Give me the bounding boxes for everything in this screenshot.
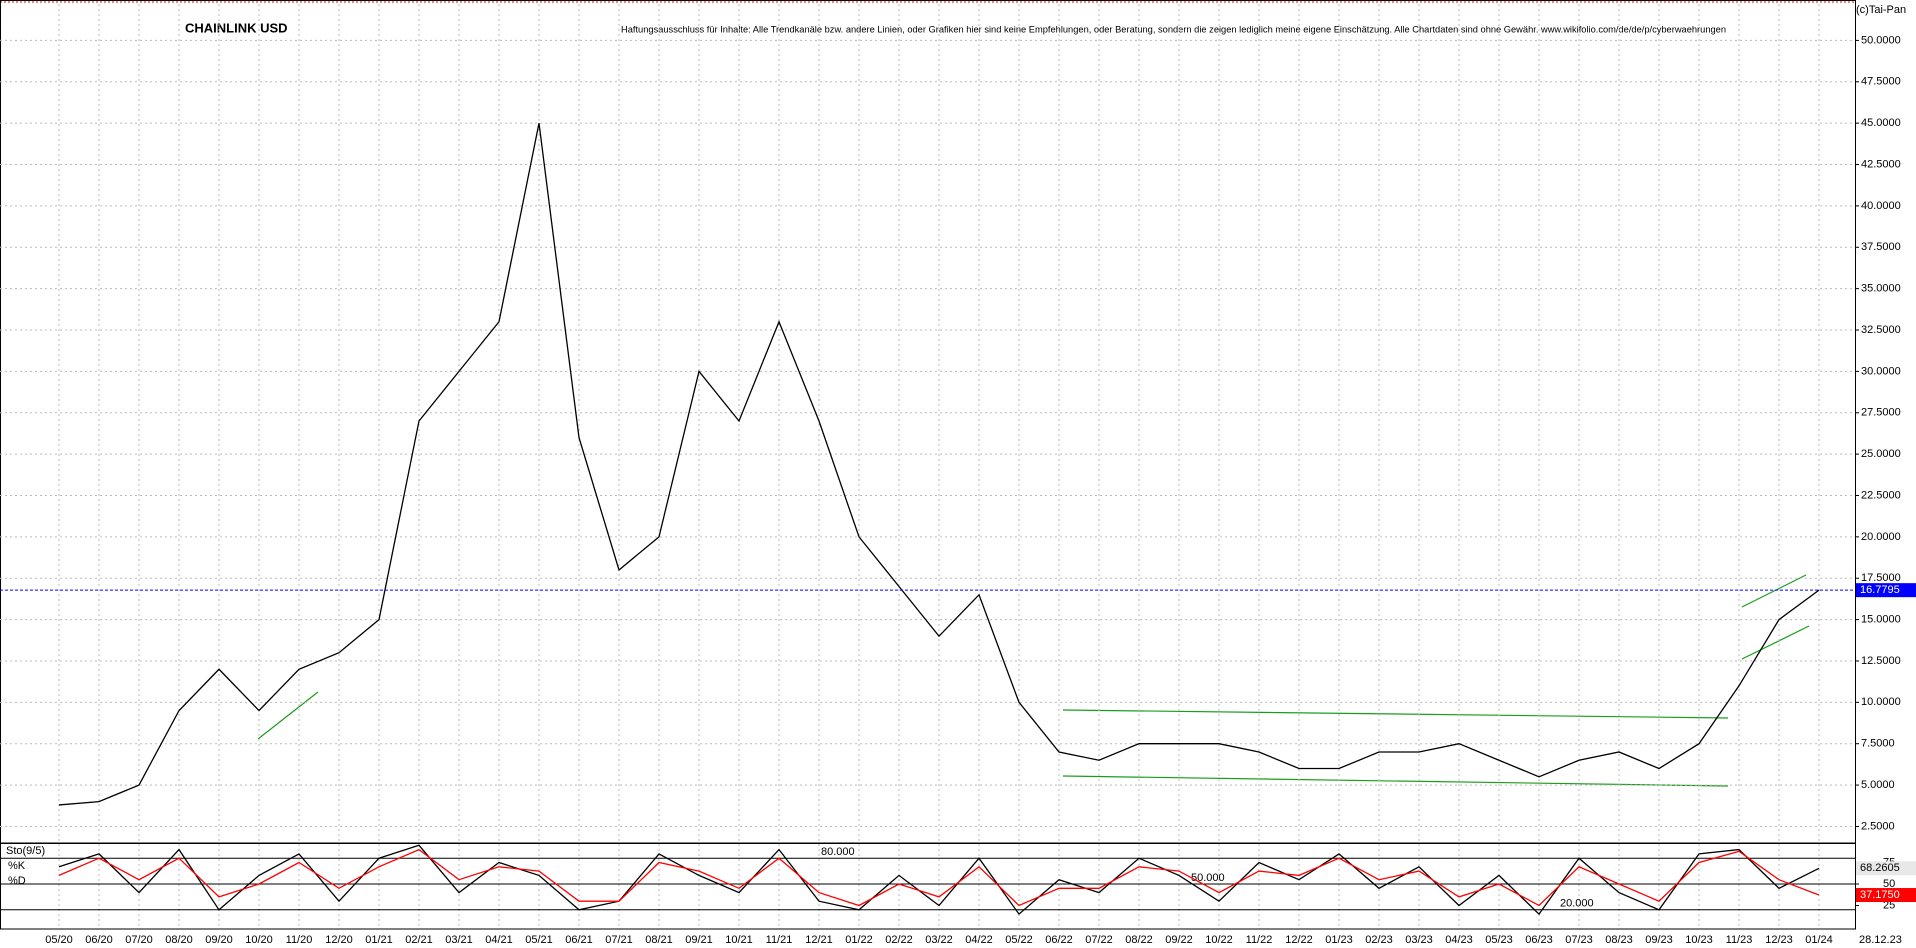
x-tick-label: 06/22: [1045, 934, 1073, 946]
y-tick-label: 15.0000: [1861, 614, 1901, 626]
x-tick-label: 04/22: [965, 934, 993, 946]
x-tick-label: 07/22: [1085, 934, 1113, 946]
last-price-label: 16.7795: [1860, 584, 1900, 596]
x-tick-label: 07/21: [605, 934, 633, 946]
y-tick-label: 50: [1883, 878, 1895, 890]
x-tick-label: 05/23: [1485, 934, 1513, 946]
x-tick-label: 02/23: [1365, 934, 1393, 946]
date-label: 28.12.23: [1859, 934, 1902, 946]
x-tick-label: 01/22: [845, 934, 873, 946]
x-tick-label: 12/23: [1765, 934, 1793, 946]
x-tick-label: 05/21: [525, 934, 553, 946]
x-tick-label: 09/22: [1165, 934, 1193, 946]
level-label: 50.000: [1191, 872, 1225, 884]
y-tick-label: 37.5000: [1861, 241, 1901, 253]
x-tick-label: 08/22: [1125, 934, 1153, 946]
x-tick-label: 05/20: [45, 934, 73, 946]
y-tick-label: 50.0000: [1861, 34, 1901, 46]
x-tick-label: 08/20: [165, 934, 193, 946]
y-tick-label: 27.5000: [1861, 407, 1901, 419]
legend-d: %D: [8, 875, 26, 887]
y-tick-label: 22.5000: [1861, 489, 1901, 501]
y-tick-label: 5.0000: [1861, 779, 1895, 791]
x-tick-label: 01/21: [365, 934, 393, 946]
x-tick-label: 06/23: [1525, 934, 1553, 946]
y-tick-label: 25: [1883, 899, 1895, 911]
x-tick-label: 02/21: [405, 934, 433, 946]
sto-frame: [0, 842, 1856, 930]
x-tick-label: 03/22: [925, 934, 953, 946]
last-price-badge: [1856, 583, 1916, 598]
y-tick-label: 30.0000: [1861, 365, 1901, 377]
x-tick-label: 07/20: [125, 934, 153, 946]
x-tick-label: 04/21: [485, 934, 513, 946]
x-tick-label: 10/23: [1685, 934, 1713, 946]
y-tick-label: 42.5000: [1861, 158, 1901, 170]
x-tick-label: 01/23: [1325, 934, 1353, 946]
x-tick-label: 11/21: [766, 934, 793, 946]
last-value-badge: [1856, 888, 1916, 903]
x-tick-label: 05/22: [1005, 934, 1033, 946]
level-label: 80.000: [821, 846, 855, 858]
source: (c)Tai-Pan: [1856, 4, 1906, 16]
y-tick-label: 10.0000: [1861, 696, 1901, 708]
x-tick-label: 08/23: [1605, 934, 1633, 946]
last-value-badge: [1856, 861, 1916, 876]
y-tick-label: 20.0000: [1861, 531, 1901, 543]
y-tick-label: 35.0000: [1861, 283, 1901, 295]
x-tick-label: 09/21: [685, 934, 713, 946]
x-tick-label: 10/21: [725, 934, 753, 946]
x-tick-label: 01/24: [1805, 934, 1833, 946]
x-tick-label: 12/22: [1285, 934, 1313, 946]
level-label: 20.000: [1560, 898, 1594, 910]
x-tick-label: 09/23: [1645, 934, 1673, 946]
disclaimer: Haftungsausschluss für Inhalte: Alle Tre…: [621, 24, 1726, 34]
y-tick-label: 40.0000: [1861, 200, 1901, 212]
x-tick-label: 12/20: [325, 934, 353, 946]
y-tick-label: 7.5000: [1861, 738, 1895, 750]
last-value-label: 68.2605: [1860, 862, 1900, 874]
x-tick-label: 11/23: [1726, 934, 1753, 946]
sto-title: Sto(9/5): [6, 845, 45, 857]
x-tick-label: 02/22: [885, 934, 913, 946]
y-tick-label: 47.5000: [1861, 76, 1901, 88]
y-tick-label: 45.0000: [1861, 117, 1901, 129]
sto-line: [58, 848, 1820, 907]
y-tick-label: 32.5000: [1861, 324, 1901, 336]
last-value-label: 37.1750: [1860, 889, 1900, 901]
trendlines: [257, 574, 1810, 787]
legend-k: %K: [8, 860, 26, 872]
y-tick-label: 2.5000: [1861, 820, 1895, 832]
x-tick-label: 09/20: [205, 934, 233, 946]
x-tick-label: 12/21: [805, 934, 833, 946]
x-tick-label: 06/21: [565, 934, 593, 946]
x-tick-label: 11/20: [286, 934, 313, 946]
x-tick-label: 08/21: [645, 934, 673, 946]
x-tick-label: 06/20: [85, 934, 113, 946]
x-tick-label: 03/23: [1405, 934, 1433, 946]
price-line: [58, 123, 1820, 806]
x-tick-label: 10/20: [245, 934, 273, 946]
y-tick-label: 25.0000: [1861, 448, 1901, 460]
y-tick-label: 12.5000: [1861, 655, 1901, 667]
x-tick-label: 10/22: [1205, 934, 1233, 946]
sto-line: [58, 844, 1820, 916]
x-tick-label: 03/21: [445, 934, 473, 946]
x-tick-label: 04/23: [1445, 934, 1473, 946]
x-tick-label: 07/23: [1565, 934, 1593, 946]
y-tick-label: 17.5000: [1861, 572, 1901, 584]
x-tick-label: 11/22: [1246, 934, 1273, 946]
chart-title: CHAINLINK USD: [185, 20, 288, 35]
